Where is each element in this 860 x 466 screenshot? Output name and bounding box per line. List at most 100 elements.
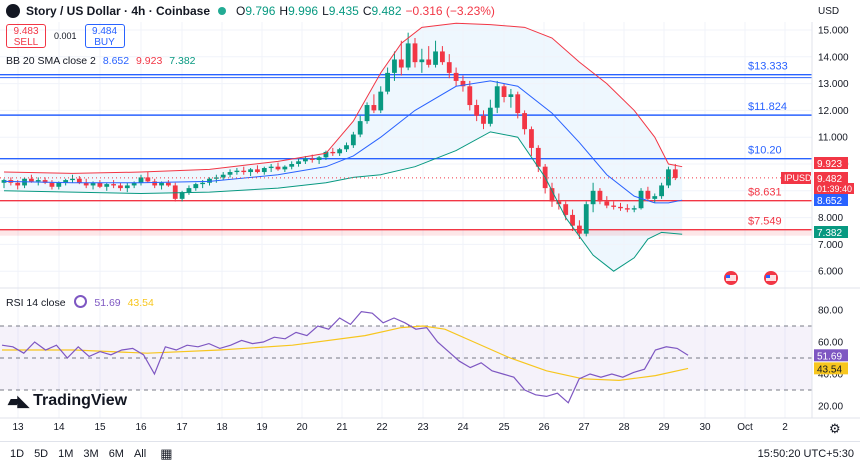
candle-body — [350, 134, 356, 146]
price-level-label: $11.824 — [748, 101, 787, 113]
candle-body — [166, 182, 171, 186]
candle-body — [186, 188, 192, 193]
candle-body — [590, 190, 596, 205]
x-tick-label: 18 — [216, 422, 228, 433]
x-tick-label: Oct — [737, 422, 753, 433]
price-tick-label: 14.000 — [818, 52, 849, 63]
price-tag — [814, 172, 848, 184]
candle-body — [323, 151, 329, 158]
candle-body — [220, 174, 226, 178]
tradingview-logo-icon: ▰◣ — [8, 393, 29, 410]
candle-body — [385, 72, 390, 92]
price-tag — [814, 194, 848, 206]
x-tick-label: 20 — [296, 422, 308, 433]
candle-body — [49, 182, 55, 187]
currency-label[interactable]: USD — [818, 6, 840, 17]
timeframe-3m[interactable]: 3M — [83, 448, 99, 460]
price-tag — [814, 157, 848, 169]
candle-body — [138, 177, 144, 183]
calendar-range-icon[interactable]: ▦ — [160, 446, 173, 461]
rsi-band-fill — [0, 326, 812, 390]
bb-lower-line — [3, 131, 683, 272]
candle-body — [426, 59, 432, 65]
bb-upper-line — [3, 22, 683, 174]
timeframe-1m[interactable]: 1M — [58, 448, 74, 460]
price-level-label: $10.20 — [748, 145, 782, 157]
clock[interactable]: 15:50:20 UTC+5:30 — [757, 448, 854, 460]
candle-body — [303, 158, 308, 162]
candle-body — [316, 157, 322, 160]
price-tick-label: 11.000 — [818, 133, 848, 144]
x-tick-label: 13 — [12, 422, 24, 433]
candle-body — [255, 169, 260, 173]
candle-body — [289, 164, 295, 167]
bb-lower-value: 7.382 — [169, 55, 196, 67]
x-tick-label: 28 — [618, 422, 630, 433]
candle-body — [494, 86, 500, 108]
rsi-tick-label: 60.00 — [818, 338, 843, 349]
candle-body — [419, 59, 425, 63]
rsi-tick-label: 80.00 — [818, 306, 843, 317]
rsi-legend[interactable]: RSI 14 close 51.69 43.54 — [6, 295, 154, 309]
candle-body — [241, 170, 247, 173]
rsi-ma-line — [2, 325, 689, 382]
bb-legend[interactable]: BB 20 SMA close 2 8.652 9.923 7.382 — [6, 55, 196, 67]
candle-body — [344, 145, 349, 150]
buy-price: 9.484 — [92, 26, 118, 37]
high-value: 9.996 — [288, 4, 319, 18]
candle-body — [371, 105, 377, 111]
candle-body — [172, 185, 178, 199]
candle-body — [549, 188, 555, 202]
candle-body — [261, 168, 267, 173]
candle-body — [200, 182, 206, 185]
rsi-settings-icon[interactable] — [74, 295, 88, 308]
candle-body — [535, 147, 541, 167]
candle-body — [337, 149, 343, 154]
candle-body — [131, 182, 137, 186]
candle-body — [63, 180, 69, 183]
tradingview-wordmark: TradingView — [33, 392, 128, 409]
price-tag-label: 9.482 — [817, 174, 842, 185]
rsi-tag — [814, 349, 848, 362]
price-tag-label: 8.652 — [817, 196, 842, 207]
timeframe-5d[interactable]: 5D — [34, 448, 49, 460]
sell-button[interactable]: 9.483 SELL — [6, 24, 46, 48]
price-tag — [814, 226, 848, 238]
bb-basis-value: 8.652 — [102, 55, 130, 67]
candle-body — [398, 59, 404, 68]
timeframe-all[interactable]: All — [133, 448, 147, 460]
x-tick-label: 24 — [457, 422, 469, 433]
candle-body — [638, 190, 644, 209]
gear-icon[interactable]: ⚙ — [829, 421, 841, 436]
candle-body — [275, 166, 281, 170]
sell-price: 9.483 — [13, 26, 39, 37]
low-value: 9.435 — [328, 4, 359, 18]
buy-button[interactable]: 9.484 BUY — [84, 24, 125, 48]
candle-body — [604, 201, 610, 206]
candle-body — [268, 166, 274, 169]
candle-body — [405, 43, 411, 68]
candle-body — [515, 94, 521, 114]
price-tick-label: 8.000 — [818, 213, 843, 224]
rsi-tag-label: 51.69 — [817, 351, 842, 362]
symbol-title[interactable]: Story / US Dollar · 4h · Coinbase — [26, 4, 211, 18]
rsi-value: 51.69 — [94, 297, 121, 309]
flag-icon[interactable] — [764, 271, 778, 285]
close-label: C — [362, 4, 372, 18]
candle-body — [42, 180, 48, 183]
rsi-ma-value: 43.54 — [127, 297, 154, 309]
rsi-tag — [814, 362, 848, 375]
candle-body — [179, 192, 185, 199]
candle-body — [90, 182, 96, 186]
candle-body — [70, 178, 75, 181]
timeframe-6m[interactable]: 6M — [108, 448, 124, 460]
x-tick-label: 2 — [782, 422, 788, 433]
x-tick-label: 16 — [135, 422, 147, 433]
open-value: 9.796 — [245, 4, 276, 18]
candle-body — [433, 51, 438, 65]
candle-body — [378, 91, 384, 111]
flag-icon[interactable] — [724, 271, 738, 285]
sell-label: SELL — [13, 37, 39, 48]
timeframe-1d[interactable]: 1D — [10, 448, 25, 460]
